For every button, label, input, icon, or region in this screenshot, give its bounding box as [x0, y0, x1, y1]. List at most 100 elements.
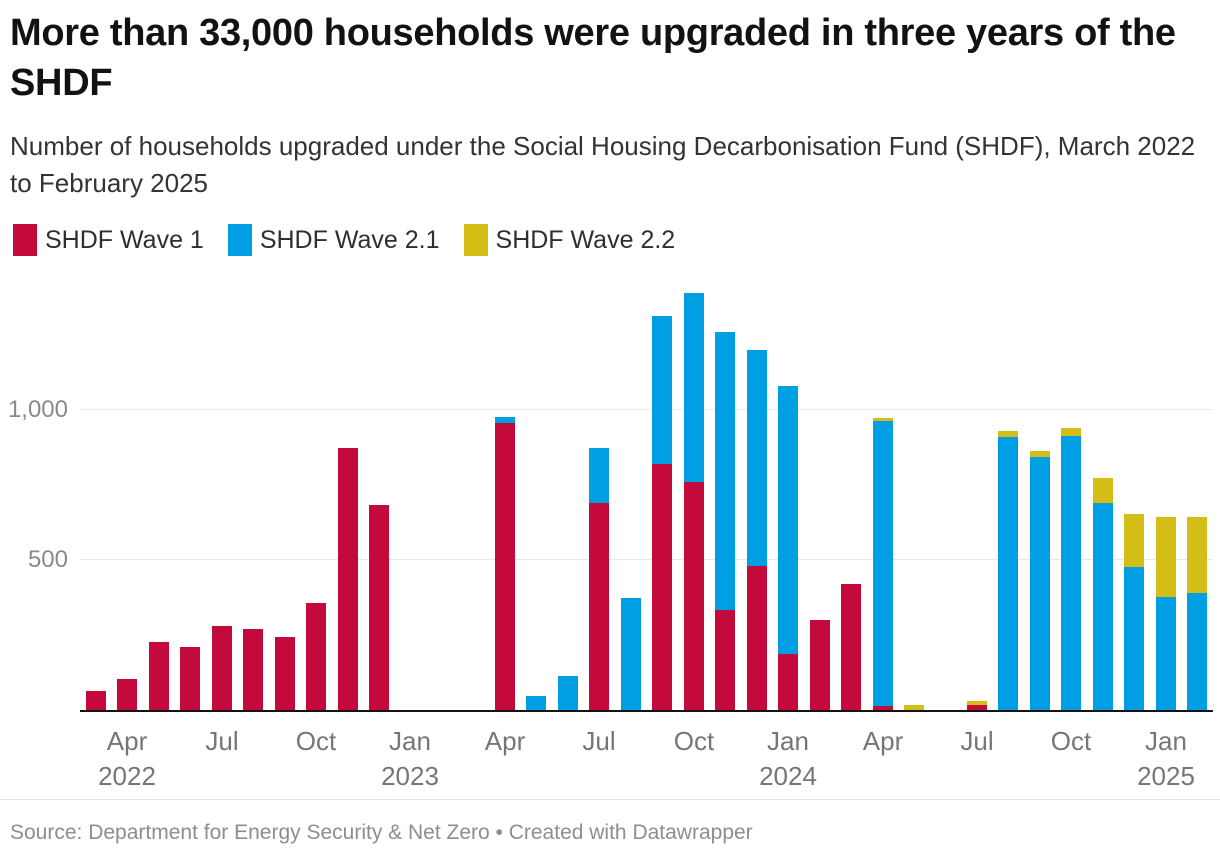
bar-aug-2024[interactable] [998, 431, 1018, 710]
bar-segment[interactable] [149, 641, 169, 710]
plot-area [80, 280, 1213, 712]
bar-segment[interactable] [715, 609, 735, 710]
bar-apr-2022[interactable] [117, 678, 137, 710]
bar-dec-2022[interactable] [369, 505, 389, 710]
bar-segment[interactable] [180, 647, 200, 710]
bar-segment[interactable] [967, 704, 987, 710]
x-tick-month: Jan [389, 726, 431, 756]
bar-segment[interactable] [495, 422, 515, 710]
bar-segment[interactable] [212, 626, 232, 710]
bar-sep-2024[interactable] [1030, 450, 1050, 710]
bar-jun-2022[interactable] [180, 647, 200, 710]
bar-aug-2023[interactable] [621, 597, 641, 710]
bar-segment[interactable] [778, 386, 798, 655]
bar-segment[interactable] [338, 448, 358, 710]
bar-jul-2022[interactable] [212, 626, 232, 710]
bar-aug-2022[interactable] [243, 628, 263, 710]
bar-segment[interactable] [967, 701, 987, 705]
x-tick-jul: Jul [172, 726, 272, 756]
bar-segment[interactable] [589, 448, 609, 503]
bar-nov-2024[interactable] [1093, 477, 1113, 710]
bar-segment[interactable] [1030, 450, 1050, 457]
bar-may-2024[interactable] [904, 704, 924, 710]
bar-segment[interactable] [621, 597, 641, 710]
source-line: Source: Department for Energy Security &… [10, 821, 753, 844]
bar-segment[interactable] [778, 654, 798, 710]
bar-segment[interactable] [495, 417, 515, 423]
bar-dec-2024[interactable] [1124, 514, 1144, 710]
bar-segment[interactable] [275, 637, 295, 710]
bar-apr-2024[interactable] [873, 417, 893, 710]
bar-segment[interactable] [998, 437, 1018, 710]
x-tick-oct: Oct [644, 726, 744, 756]
bar-jul-2023[interactable] [589, 448, 609, 710]
x-tick-month: Oct [673, 726, 715, 756]
x-tick-month: Jul [582, 726, 616, 756]
bar-oct-2022[interactable] [306, 602, 326, 710]
bar-segment[interactable] [873, 705, 893, 710]
bar-segment[interactable] [998, 431, 1018, 437]
bar-segment[interactable] [1030, 456, 1050, 710]
bar-segment[interactable] [86, 691, 106, 710]
bar-segment[interactable] [243, 628, 263, 710]
x-tick-year: 2024 [759, 761, 817, 791]
bar-feb-2024[interactable] [810, 620, 830, 710]
bar-mar-2022[interactable] [86, 691, 106, 710]
bar-segment[interactable] [747, 566, 767, 710]
bar-segment[interactable] [747, 350, 767, 566]
bar-segment[interactable] [1156, 517, 1176, 598]
legend-label-wave-2-2: SHDF Wave 2.2 [495, 226, 676, 254]
bar-jun-2023[interactable] [558, 676, 578, 710]
bar-mar-2024[interactable] [841, 584, 861, 710]
x-tick-month: Apr [106, 726, 148, 756]
x-tick-month: Oct [295, 726, 337, 756]
bar-segment[interactable] [1124, 566, 1144, 710]
bar-jan-2025[interactable] [1156, 517, 1176, 710]
bar-oct-2023[interactable] [684, 293, 704, 710]
bar-segment[interactable] [841, 584, 861, 710]
bar-sep-2022[interactable] [275, 637, 295, 710]
bar-segment[interactable] [589, 503, 609, 710]
bar-segment[interactable] [1156, 597, 1176, 710]
bar-jul-2024[interactable] [967, 701, 987, 710]
bar-segment[interactable] [684, 293, 704, 482]
bar-segment[interactable] [684, 482, 704, 710]
x-tick-jul: Jul [549, 726, 649, 756]
bar-jan-2024[interactable] [778, 386, 798, 710]
x-tick-year: 2025 [1137, 761, 1195, 791]
x-tick-apr: Apr [455, 726, 555, 756]
bar-segment[interactable] [1061, 428, 1081, 436]
bar-may-2022[interactable] [149, 641, 169, 710]
bar-segment[interactable] [904, 704, 924, 710]
x-tick-month: Apr [862, 726, 904, 756]
bar-dec-2023[interactable] [747, 350, 767, 710]
bar-nov-2022[interactable] [338, 448, 358, 710]
bar-segment[interactable] [1124, 514, 1144, 567]
bar-segment[interactable] [369, 505, 389, 710]
bar-segment[interactable] [873, 420, 893, 706]
bar-sep-2023[interactable] [652, 315, 672, 710]
bar-segment[interactable] [1187, 517, 1207, 593]
bar-oct-2024[interactable] [1061, 428, 1081, 710]
bar-segment[interactable] [526, 695, 546, 710]
bar-segment[interactable] [873, 417, 893, 421]
bar-segment[interactable] [1061, 435, 1081, 710]
bar-segment[interactable] [810, 620, 830, 710]
bar-segment[interactable] [1093, 477, 1113, 503]
legend-label-wave-1: SHDF Wave 1 [45, 226, 204, 254]
bar-feb-2025[interactable] [1187, 517, 1207, 710]
bar-segment[interactable] [558, 676, 578, 710]
bar-segment[interactable] [715, 332, 735, 610]
bar-segment[interactable] [1187, 593, 1207, 710]
bar-segment[interactable] [117, 678, 137, 710]
bar-nov-2023[interactable] [715, 332, 735, 710]
bar-apr-2023[interactable] [495, 417, 515, 710]
column-chart: 500 1,000 Apr 2022 Jul Oct Jan 2023 Apr Jul Oct Ja… [0, 280, 1220, 791]
bar-segment[interactable] [652, 315, 672, 464]
bar-segment[interactable] [306, 602, 326, 710]
x-tick-apr: Apr [833, 726, 933, 756]
bar-segment[interactable] [1093, 503, 1113, 710]
bar-may-2023[interactable] [526, 695, 546, 710]
legend-swatch-wave-1 [13, 224, 37, 256]
bar-segment[interactable] [652, 464, 672, 710]
